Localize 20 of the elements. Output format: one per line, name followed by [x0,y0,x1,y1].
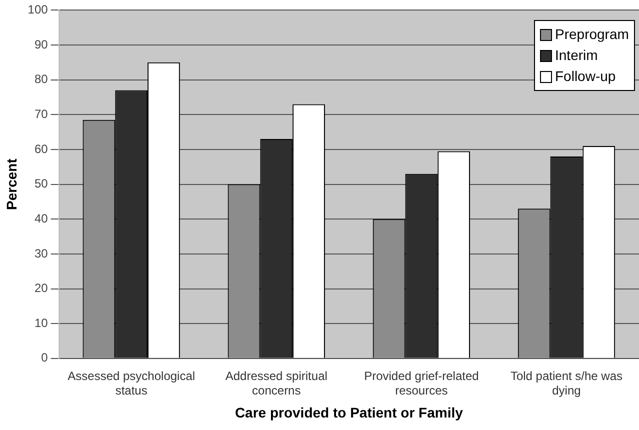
y-tick-label: 60 [34,142,48,156]
x-tick-label: Told patient s/he was dying [510,368,623,398]
y-tick-label: 90 [34,37,48,52]
y-tick-label: 30 [34,246,48,260]
y-tick-label: 10 [34,316,48,330]
y-axis-title: Percent [3,158,20,210]
y-tick-label: 80 [34,72,48,86]
x-tick-label: Addressed spiritual concerns [225,368,328,398]
x-tick-label: Provided grief-related resources [364,368,479,398]
legend-label: Preprogram [555,25,629,44]
y-tick-label: 40 [34,211,48,226]
y-tick-label: 20 [34,281,48,296]
legend-label: Follow-up [555,67,616,86]
x-axis-title: Care provided to Patient or Family [234,404,464,420]
y-tick-label: 100 [28,2,48,17]
y-tick-label: 0 [41,350,48,365]
x-tick-label: Assessed psychological status [68,368,196,398]
y-tick-label: 70 [34,106,48,121]
y-tick-label: 50 [34,176,48,191]
legend-label: Interim [555,46,598,66]
